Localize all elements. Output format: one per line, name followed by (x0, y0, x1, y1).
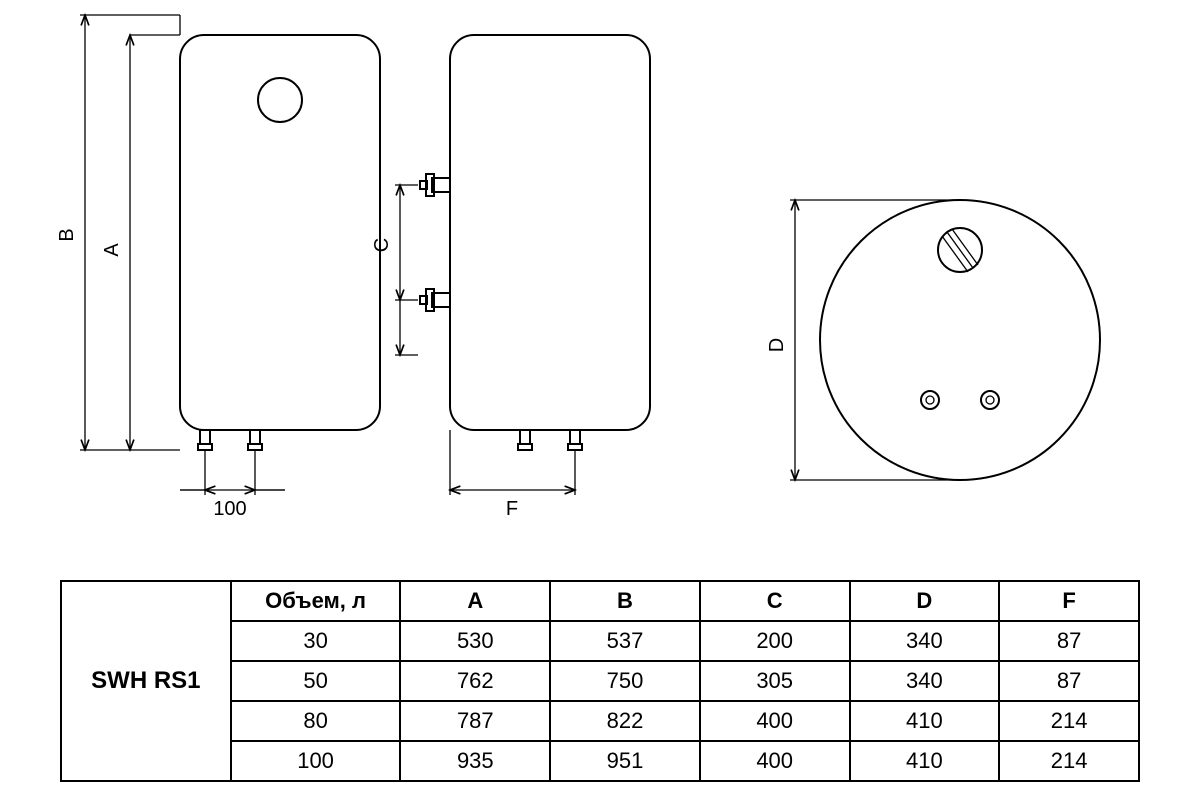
bottom-pipes-side (518, 430, 582, 450)
table-header-row: SWH RS1 Объем, л A B C D F (61, 581, 1139, 621)
dim-label-c: C (371, 238, 393, 252)
front-view: A B 100 (56, 15, 380, 520)
col-a: A (400, 581, 550, 621)
bracket-bottom (420, 289, 450, 311)
col-volume: Объем, л (231, 581, 401, 621)
drawing-svg: A B 100 C (0, 0, 1200, 540)
top-view: D (766, 200, 1100, 480)
technical-drawing: A B 100 C (0, 0, 1200, 540)
top-knob-icon (938, 228, 982, 272)
col-b: B (550, 581, 700, 621)
dimensions-table: SWH RS1 Объем, л A B C D F 30 530 537 20… (60, 580, 1140, 782)
model-cell: SWH RS1 (61, 581, 231, 781)
dim-label-d: D (766, 338, 788, 352)
dim-label-f: F (506, 498, 518, 520)
col-f: F (999, 581, 1139, 621)
knob-icon (258, 78, 302, 122)
dim-label-b: B (56, 228, 78, 241)
dim-label-a: A (101, 243, 123, 257)
side-view: C F (371, 35, 650, 520)
col-d: D (850, 581, 1000, 621)
bracket-top (420, 174, 450, 196)
bottom-pipes-front (198, 430, 262, 450)
top-ports (921, 391, 999, 409)
col-c: C (700, 581, 850, 621)
dim-label-100: 100 (213, 498, 246, 520)
